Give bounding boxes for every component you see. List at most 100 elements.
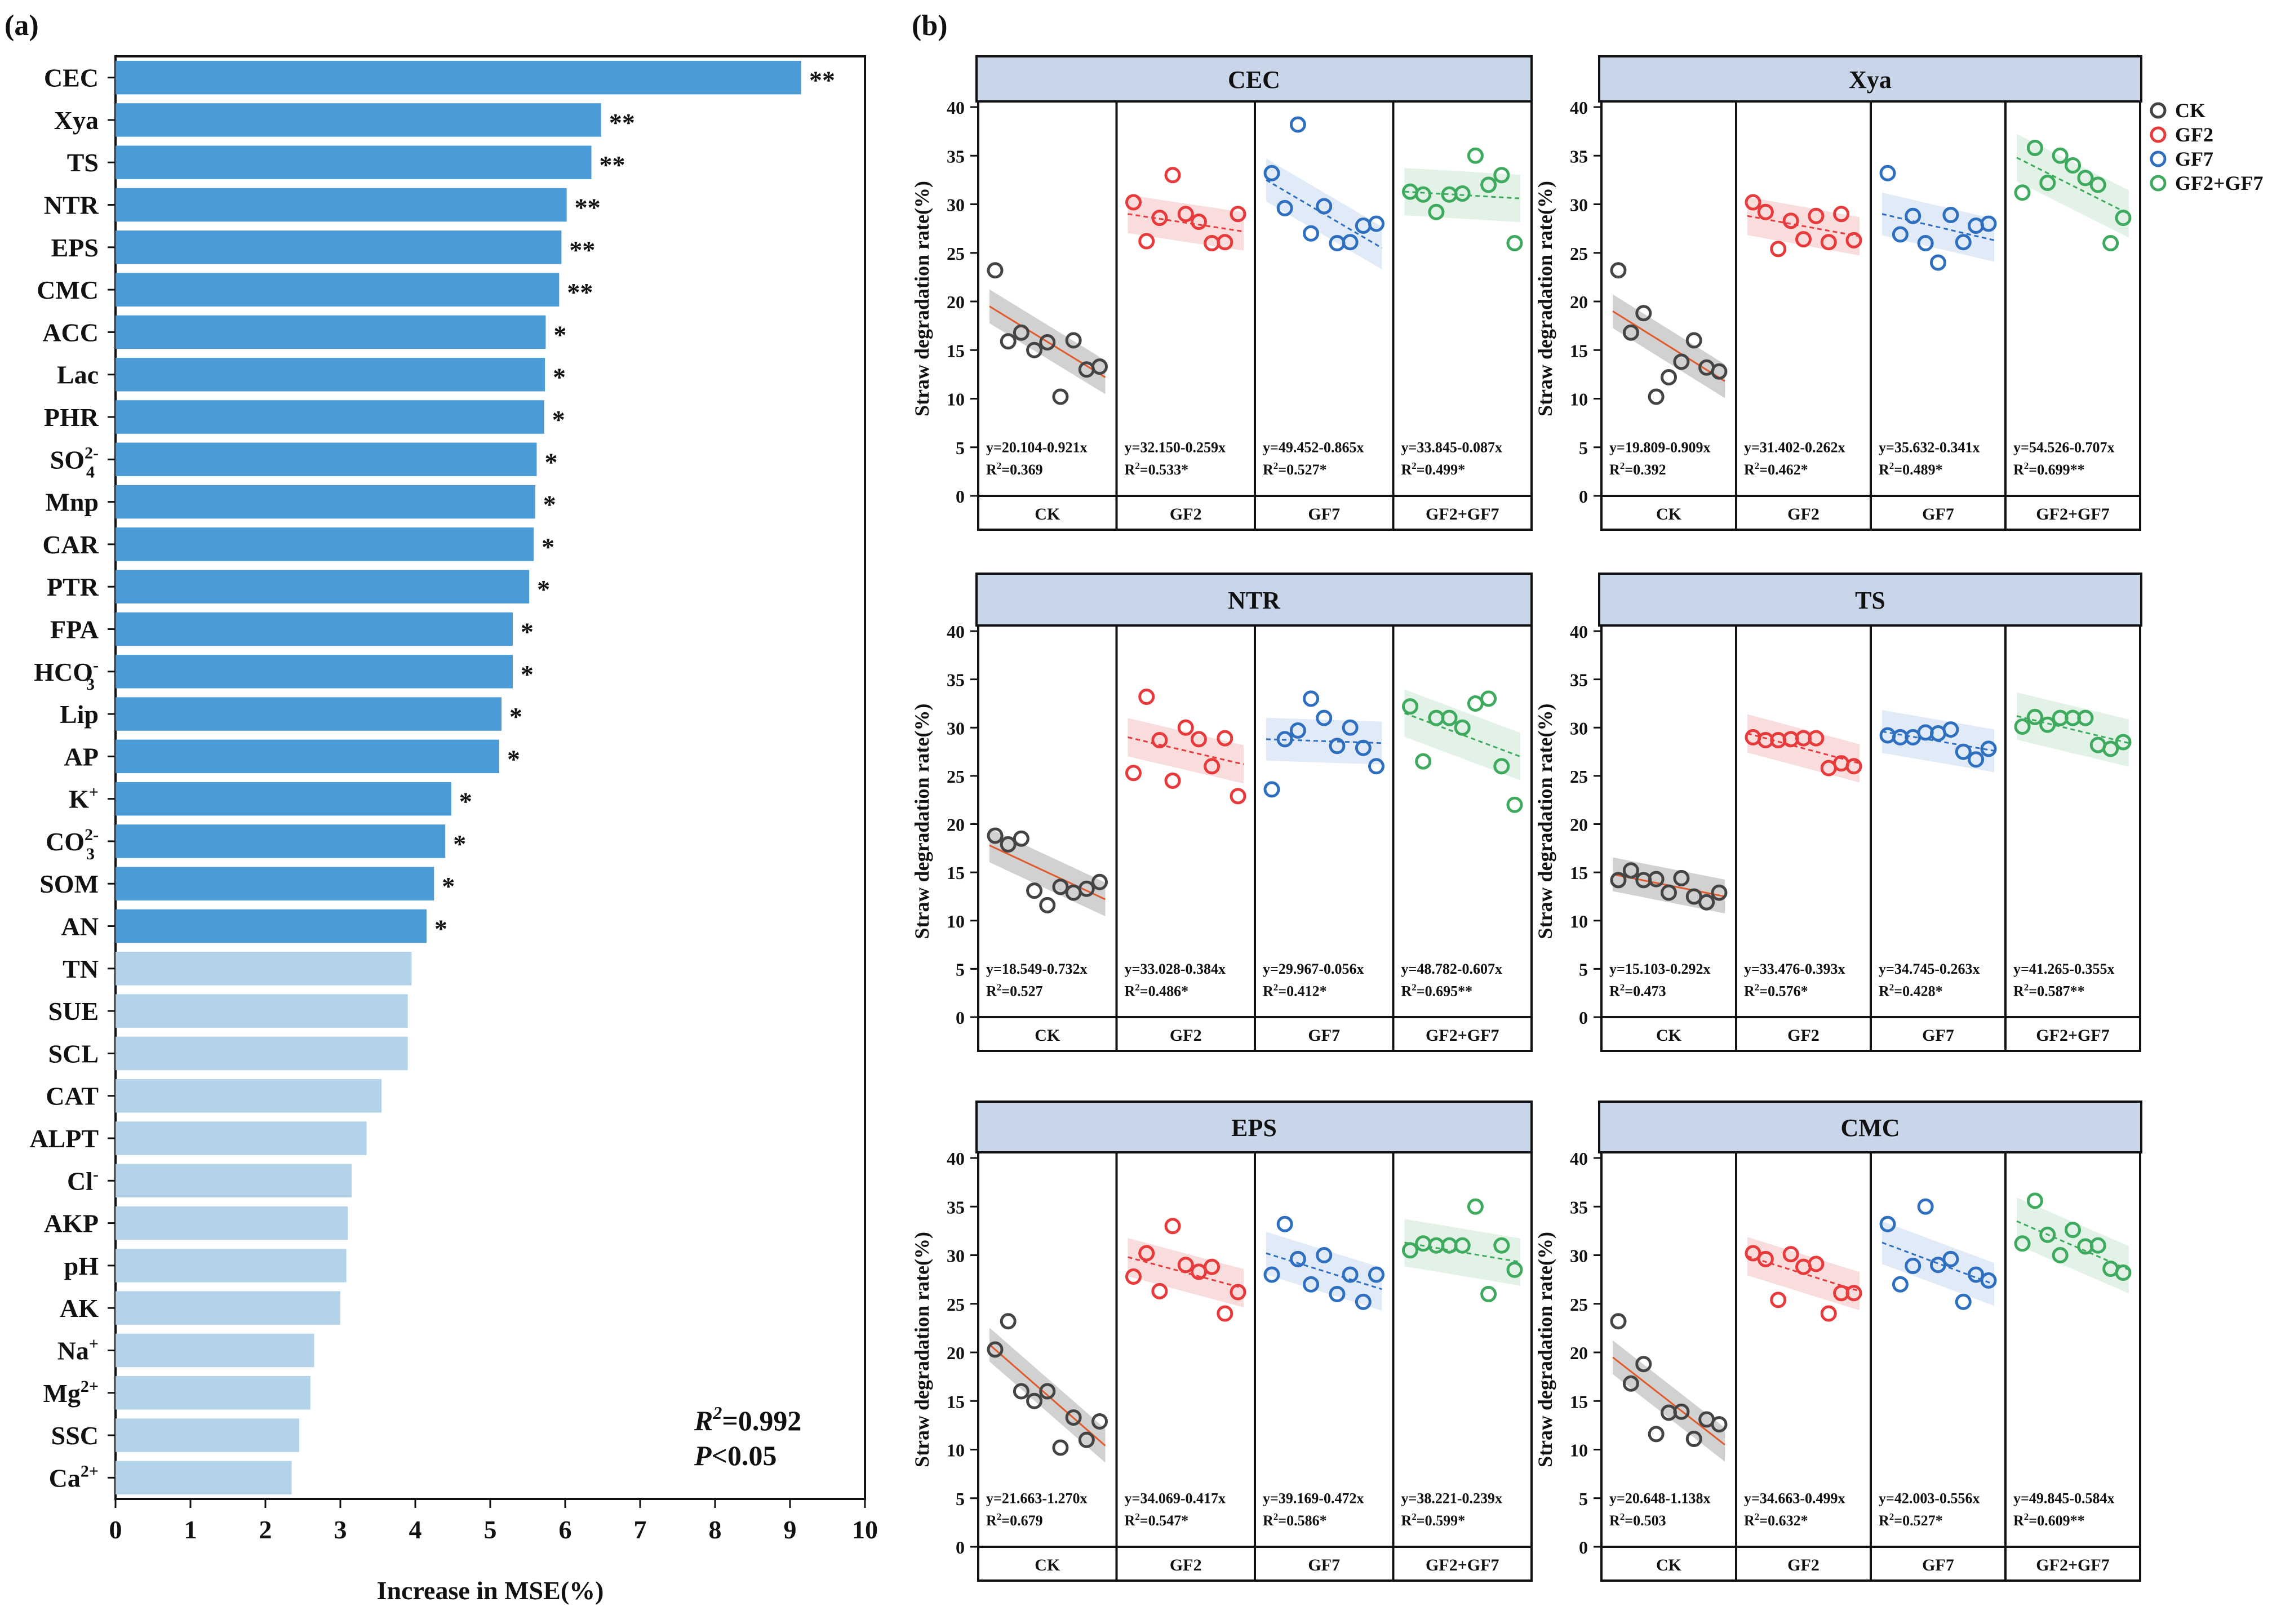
category-label: Ca2+ — [49, 1462, 99, 1492]
significance-mark: * — [521, 660, 534, 689]
data-point — [1795, 231, 1812, 248]
fit-line — [1128, 213, 1244, 233]
category-label: CEC — [44, 64, 99, 92]
regression-equation: y=33.028-0.384x — [1125, 961, 1226, 977]
r2-value: R2=0.609** — [2013, 1511, 2085, 1529]
bar — [116, 1249, 347, 1283]
data-point — [987, 827, 1004, 844]
fit-line — [1128, 1256, 1244, 1289]
data-point — [987, 1341, 1004, 1358]
bar — [116, 1121, 367, 1155]
data-point — [1955, 1293, 1972, 1310]
x-tick-label: 1 — [184, 1515, 197, 1544]
category-label: SCL — [48, 1039, 99, 1068]
data-point — [1942, 206, 1959, 223]
facet-title: CEC — [1228, 66, 1280, 94]
r2-value: R2=0.489* — [1879, 460, 1943, 478]
group-label: GF2+GF7 — [2036, 1026, 2109, 1045]
data-point — [1329, 738, 1346, 755]
y-tick-label: 5 — [1579, 1489, 1588, 1509]
data-point — [1402, 1242, 1418, 1259]
data-point — [1454, 1237, 1471, 1254]
y-tick-label: 15 — [947, 1391, 965, 1412]
facet-eps: EPS 0 5 10 15 20 25 30 35 40 Straw degradation rat… — [911, 1101, 1533, 1582]
data-point — [1845, 232, 1862, 249]
data-point — [1808, 1255, 1825, 1272]
data-point — [1661, 884, 1677, 901]
category-label: SOM — [39, 869, 99, 898]
data-point — [1833, 206, 1850, 223]
y-tick-label: 25 — [947, 766, 965, 787]
data-point — [1467, 147, 1484, 164]
data-point — [1217, 234, 1233, 251]
data-point — [1467, 1198, 1484, 1215]
y-tick-label: 0 — [956, 1008, 965, 1028]
facet-title: TS — [1855, 587, 1885, 614]
category-label: SO2-4 — [50, 443, 99, 481]
y-tick-label: 30 — [947, 195, 965, 215]
bar — [116, 103, 601, 137]
data-point — [1955, 234, 1972, 251]
r2-value: R2=0.462* — [1744, 460, 1808, 478]
r2-value: R2=0.679 — [986, 1511, 1043, 1529]
group-label: GF2 — [1170, 505, 1202, 523]
data-point — [1164, 1218, 1181, 1235]
data-point — [2039, 716, 2056, 733]
bar — [116, 655, 513, 689]
group-label: GF2+GF7 — [1426, 1026, 1499, 1045]
data-point — [1276, 731, 1293, 748]
data-point — [1138, 688, 1155, 705]
r2-value: R2=0.369 — [986, 460, 1043, 478]
data-point — [1289, 116, 1306, 133]
data-point — [1342, 719, 1359, 736]
y-tick-label: 25 — [1570, 1294, 1588, 1315]
p-annotation: P<0.05 — [694, 1440, 777, 1471]
data-point — [1635, 1356, 1652, 1373]
y-tick-label: 35 — [947, 670, 965, 690]
data-point — [1151, 732, 1168, 749]
y-tick-label: 10 — [1570, 1440, 1588, 1461]
data-point — [1177, 719, 1194, 736]
data-point — [1125, 765, 1142, 782]
data-point — [1493, 758, 1510, 775]
data-point — [1125, 194, 1142, 211]
data-point — [1711, 884, 1728, 901]
data-point — [2014, 184, 2031, 201]
data-point — [1329, 1286, 1346, 1302]
r2-value: R2=0.503 — [1609, 1511, 1666, 1529]
bar — [116, 230, 562, 264]
r2-value: R2=0.473 — [1609, 982, 1666, 999]
data-point — [1138, 1245, 1155, 1262]
category-label: TS — [67, 148, 99, 177]
regression-equation: y=34.069-0.417x — [1125, 1490, 1226, 1506]
data-point — [1230, 788, 1246, 805]
r2-value: R2=0.428* — [1879, 982, 1943, 999]
fit-line — [2016, 715, 2129, 744]
data-point — [1942, 1250, 1959, 1267]
significance-mark: * — [509, 702, 522, 731]
r2-value: R2=0.527 — [986, 982, 1043, 999]
x-tick-label: 8 — [709, 1515, 722, 1544]
y-tick-label: 30 — [1570, 718, 1588, 738]
bar — [116, 1418, 299, 1452]
bar — [116, 1291, 340, 1325]
category-label: Lac — [57, 361, 99, 389]
data-point — [1204, 1258, 1221, 1275]
confidence-band — [1882, 1221, 1994, 1306]
data-point — [1622, 1375, 1639, 1392]
significance-mark: * — [521, 617, 534, 646]
category-label: Cl- — [67, 1165, 99, 1195]
category-label: EPS — [51, 233, 99, 262]
group-label: GF2+GF7 — [2036, 505, 2109, 523]
significance-mark: * — [442, 872, 455, 900]
data-point — [1289, 722, 1306, 739]
data-point — [1217, 1305, 1233, 1322]
group-label: GF7 — [1308, 1556, 1340, 1574]
category-label: SSC — [51, 1421, 99, 1450]
data-point — [1745, 1245, 1761, 1262]
fit-line — [989, 1344, 1106, 1446]
fit-line — [1266, 1252, 1382, 1290]
x-tick-label: 0 — [109, 1515, 122, 1544]
facet-ntr: NTR 0 5 10 15 20 25 30 35 40 Straw degradation rat… — [911, 573, 1533, 1052]
data-point — [2115, 734, 2132, 751]
